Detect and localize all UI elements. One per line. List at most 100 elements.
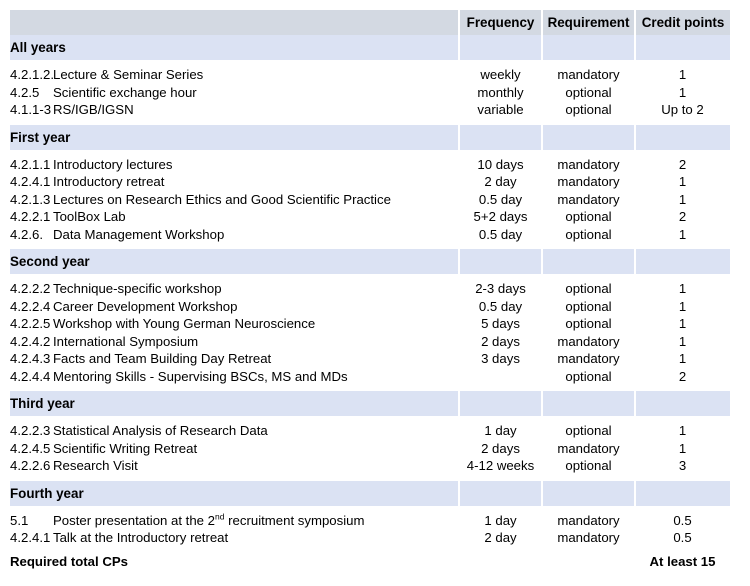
item-requirement: optional xyxy=(542,315,635,333)
item-name: Lecture & Seminar Series xyxy=(53,60,459,84)
section-band-cell xyxy=(634,480,730,506)
section-header-row: Fourth year xyxy=(10,480,730,506)
item-frequency: 0.5 day xyxy=(459,190,542,208)
item-frequency: 2 days xyxy=(459,332,542,350)
column-header-frequency: Frequency xyxy=(458,10,542,35)
section-band-cell xyxy=(541,124,635,150)
item-requirement: mandatory xyxy=(542,505,635,529)
item-requirement: mandatory xyxy=(542,60,635,84)
item-code: 4.2.2.3 xyxy=(10,416,53,440)
item-code: 4.2.1.3 xyxy=(10,190,53,208)
section-band-cell xyxy=(634,249,730,274)
item-name: International Symposium xyxy=(53,332,459,350)
item-requirement: optional xyxy=(542,225,635,249)
item-name: Mentoring Skills - Supervising BSCs, MS … xyxy=(53,367,459,391)
section-band-cell xyxy=(541,249,635,274)
item-code: 4.2.4.5 xyxy=(10,439,53,457)
section-header-row: First year xyxy=(10,124,730,150)
required-total-row: Required total CPs At least 15 xyxy=(10,553,730,574)
section-header-row: Second year xyxy=(10,249,730,274)
course-row: 4.2.4.4 Mentoring Skills - Supervising BS… xyxy=(10,367,730,391)
section-title: All years xyxy=(10,35,459,60)
item-code: 4.2.4.1 xyxy=(10,529,53,553)
item-credit-points: 2 xyxy=(635,208,730,226)
item-code: 4.2.6. xyxy=(10,225,53,249)
section-band-cell xyxy=(458,391,542,416)
item-code: 4.2.2.1 xyxy=(10,208,53,226)
item-credit-points: 1 xyxy=(635,297,730,315)
footer-empty-cell xyxy=(459,553,542,574)
item-requirement: optional xyxy=(542,83,635,101)
course-row: 4.2.4.1 Talk at the Introductory retreat 2… xyxy=(10,529,730,553)
item-frequency: 2 day xyxy=(459,529,542,553)
item-credit-points: 0.5 xyxy=(635,529,730,553)
item-frequency xyxy=(459,367,542,391)
item-name: Talk at the Introductory retreat xyxy=(53,529,459,553)
item-name: Statistical Analysis of Research Data xyxy=(53,416,459,440)
item-name-text: recruitment symposium xyxy=(224,512,365,528)
course-row: 4.2.5 Scientific exchange hour monthly opti… xyxy=(10,83,730,101)
item-frequency: 2 day xyxy=(459,173,542,191)
section-band-cell xyxy=(458,249,542,274)
section-title: Fourth year xyxy=(10,480,459,506)
item-credit-points: 2 xyxy=(635,149,730,173)
course-row: 4.2.4.3 Facts and Team Building Day Retre… xyxy=(10,350,730,368)
item-code: 4.2.4.3 xyxy=(10,350,53,368)
item-name: Workshop with Young German Neuroscience xyxy=(53,315,459,333)
item-requirement: optional xyxy=(542,101,635,125)
item-code: 4.2.4.2 xyxy=(10,332,53,350)
course-row: 5.1 Poster presentation at the 2nd recrui… xyxy=(10,505,730,529)
column-header-empty xyxy=(10,10,459,35)
required-total-value: At least 15 xyxy=(649,553,716,569)
section-band-cell xyxy=(541,480,635,506)
course-row: 4.2.4.2 International Symposium 2 days mand… xyxy=(10,332,730,350)
item-code: 4.1.1-3 xyxy=(10,101,53,125)
item-name: Technique-specific workshop xyxy=(53,274,459,298)
item-requirement: mandatory xyxy=(542,190,635,208)
item-frequency: 5 days xyxy=(459,315,542,333)
item-frequency: weekly xyxy=(459,60,542,84)
course-row: 4.2.1.1 Introductory lectures 10 days manda… xyxy=(10,149,730,173)
column-header-credit-points: Credit points xyxy=(634,10,730,35)
item-name: Research Visit xyxy=(53,457,459,481)
section-band-cell xyxy=(541,391,635,416)
item-frequency: 1 day xyxy=(459,416,542,440)
item-name: Lectures on Research Ethics and Good Sci… xyxy=(53,190,459,208)
course-row: 4.2.2.2 Technique-specific workshop 2-3 da… xyxy=(10,274,730,298)
section-header-row: Third year xyxy=(10,391,730,416)
course-row: 4.1.1-3 RS/IGB/IGSN variable optional Up to … xyxy=(10,101,730,125)
item-name: Career Development Workshop xyxy=(53,297,459,315)
course-row: 4.2.6. Data Management Workshop 0.5 day opt… xyxy=(10,225,730,249)
course-row: 4.2.2.4 Career Development Workshop 0.5 da… xyxy=(10,297,730,315)
item-name: Introductory lectures xyxy=(53,149,459,173)
item-code: 4.2.1.2. xyxy=(10,60,54,84)
section-band-cell xyxy=(634,391,730,416)
item-frequency: 1 day xyxy=(459,505,542,529)
item-name: Data Management Workshop xyxy=(53,225,459,249)
item-code: 4.2.2.4 xyxy=(10,297,53,315)
section-band-cell xyxy=(541,35,635,60)
item-credit-points: 2 xyxy=(635,367,730,391)
item-frequency: 4-12 weeks xyxy=(459,457,542,481)
section-band-cell xyxy=(458,124,542,150)
course-row: 4.2.1.2. Lecture & Seminar Series weekly ma… xyxy=(10,60,730,84)
item-credit-points: 1 xyxy=(635,274,730,298)
item-credit-points: 1 xyxy=(635,332,730,350)
item-frequency: 0.5 day xyxy=(459,297,542,315)
course-row: 4.2.2.5 Workshop with Young German Neuros… xyxy=(10,315,730,333)
section-band-cell xyxy=(634,35,730,60)
item-credit-points: 1 xyxy=(635,60,730,84)
item-name-text: Poster presentation at the 2 xyxy=(53,512,216,528)
footer-empty-cell xyxy=(542,553,635,574)
item-requirement: mandatory xyxy=(542,439,635,457)
item-requirement: mandatory xyxy=(542,529,635,553)
item-code: 4.2.4.4 xyxy=(10,367,53,391)
item-requirement: optional xyxy=(542,416,635,440)
item-requirement: mandatory xyxy=(542,149,635,173)
item-credit-points: 0.5 xyxy=(635,505,730,529)
course-row: 4.2.2.1 ToolBox Lab 5+2 days optional 2 xyxy=(10,208,730,226)
item-requirement: mandatory xyxy=(542,350,635,368)
item-code: 5.1 xyxy=(10,505,53,529)
item-requirement: mandatory xyxy=(542,332,635,350)
course-requirements-table-container: Frequency Requirement Credit points All … xyxy=(10,10,730,574)
